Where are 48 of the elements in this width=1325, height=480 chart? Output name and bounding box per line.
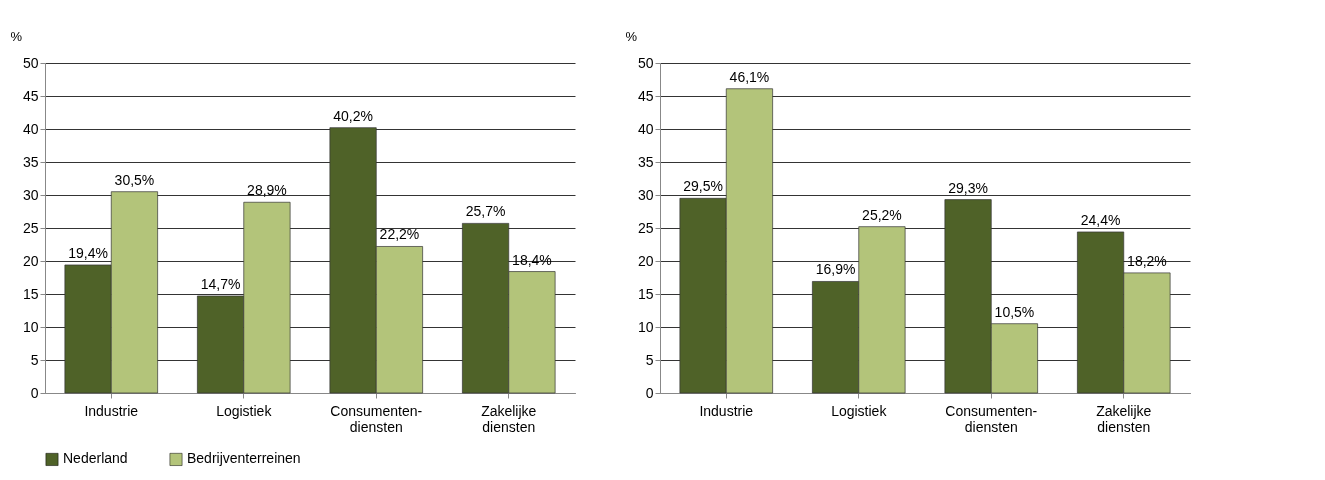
x-tick-label: Zakelijke diensten: [481, 402, 537, 435]
y-tick-label: 10: [637, 318, 654, 335]
y-axis-title: %: [10, 28, 23, 44]
data-label: 25,2%: [862, 206, 902, 223]
data-label: 19,4%: [68, 244, 108, 261]
y-tick-label: 35: [22, 153, 39, 170]
data-label: 29,3%: [948, 179, 988, 196]
y-tick-label: 5: [30, 351, 39, 368]
x-tick-label: Industrie: [699, 402, 754, 419]
y-tick-label: 0: [645, 384, 654, 401]
x-tick-label: Logistiek: [831, 402, 888, 419]
y-tick-label: 15: [637, 285, 654, 302]
data-label: 28,9%: [247, 182, 287, 199]
data-label: 22,2%: [379, 226, 420, 243]
y-tick-label: 20: [637, 252, 654, 269]
data-label: 40,2%: [333, 107, 373, 124]
y-tick-label: 50: [22, 54, 39, 71]
y-tick-label: 25: [22, 219, 39, 236]
data-label: 29,5%: [683, 178, 723, 195]
y-axis-title: %: [625, 28, 638, 44]
y-tick-label: 5: [645, 351, 654, 368]
data-label: 25,7%: [465, 203, 506, 220]
y-tick-label: 30: [637, 186, 654, 203]
y-tick-label: 40: [637, 120, 654, 137]
legend-label: Bedrijventerreinen: [187, 450, 301, 467]
data-label: 30,5%: [114, 171, 155, 188]
x-tick-label: Consumenten- diensten: [945, 402, 1038, 435]
data-label: 16,9%: [815, 261, 856, 278]
y-tick-label: 15: [22, 285, 39, 302]
y-tick-label: 40: [22, 120, 39, 137]
x-tick-label: Zakelijke diensten: [1096, 402, 1152, 435]
legend-label: Nederland: [63, 450, 128, 467]
x-tick-label: Logistiek: [216, 402, 273, 419]
x-tick-label: Consumenten- diensten: [330, 402, 423, 435]
y-tick-label: 0: [30, 384, 39, 401]
y-tick-label: 10: [22, 318, 39, 335]
x-tick-label: Industrie: [84, 402, 139, 419]
y-tick-label: 25: [637, 219, 654, 236]
data-label: 24,4%: [1080, 211, 1121, 228]
y-tick-label: 30: [22, 186, 39, 203]
y-tick-label: 50: [637, 54, 654, 71]
y-tick-label: 45: [637, 87, 654, 104]
y-tick-label: 35: [637, 153, 654, 170]
y-tick-label: 45: [22, 87, 39, 104]
data-label: 14,7%: [200, 275, 241, 292]
y-tick-label: 20: [22, 252, 39, 269]
data-label: 10,5%: [994, 303, 1035, 320]
data-label: 46,1%: [729, 68, 770, 85]
